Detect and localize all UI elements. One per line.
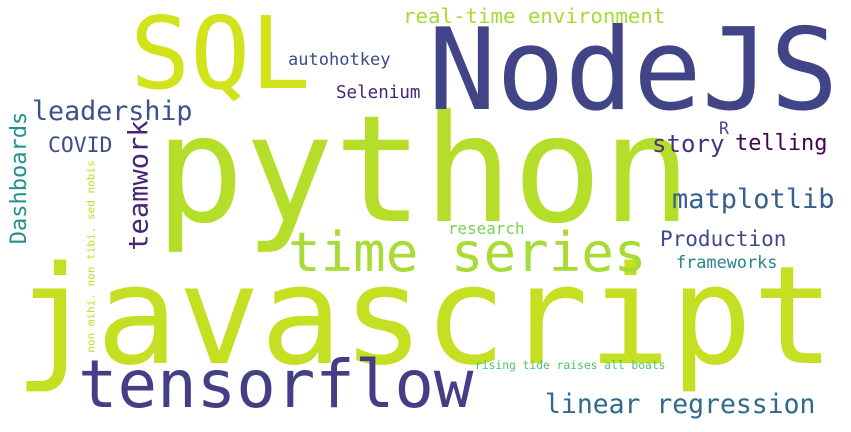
- word-python: python: [155, 83, 692, 257]
- word-matplotlib: matplotlib: [672, 184, 835, 215]
- word-selenium: Selenium: [336, 83, 421, 103]
- word-r: R: [719, 119, 729, 138]
- word-linear-regression: linear regression: [545, 388, 816, 420]
- word-covid: COVID: [48, 132, 113, 158]
- word-frameworks: frameworks: [676, 252, 778, 272]
- word-teamwork: teamwork: [123, 119, 155, 251]
- word-production: Production: [660, 225, 787, 251]
- word-sql: SQL: [130, 0, 311, 112]
- word-autohotkey: autohotkey: [288, 49, 391, 70]
- word-non-mihi: non mihi. non tibi. sed nobis: [84, 159, 98, 353]
- word-nodejs: NodeJS: [428, 3, 839, 136]
- word-rising-tide: rising tide raises all boats: [475, 358, 666, 372]
- word-tensorflow: tensorflow: [78, 347, 474, 423]
- word-research: research: [448, 218, 525, 238]
- word-story: story: [652, 130, 725, 158]
- word-javascript: javascript: [14, 238, 835, 396]
- word-real-time-environment: real-time environment: [403, 3, 666, 28]
- word-telling: telling: [735, 131, 828, 156]
- word-leadership: leadership: [32, 96, 193, 127]
- word-dashboards: Dashboards: [7, 111, 33, 245]
- word-time-series: time series: [288, 221, 647, 284]
